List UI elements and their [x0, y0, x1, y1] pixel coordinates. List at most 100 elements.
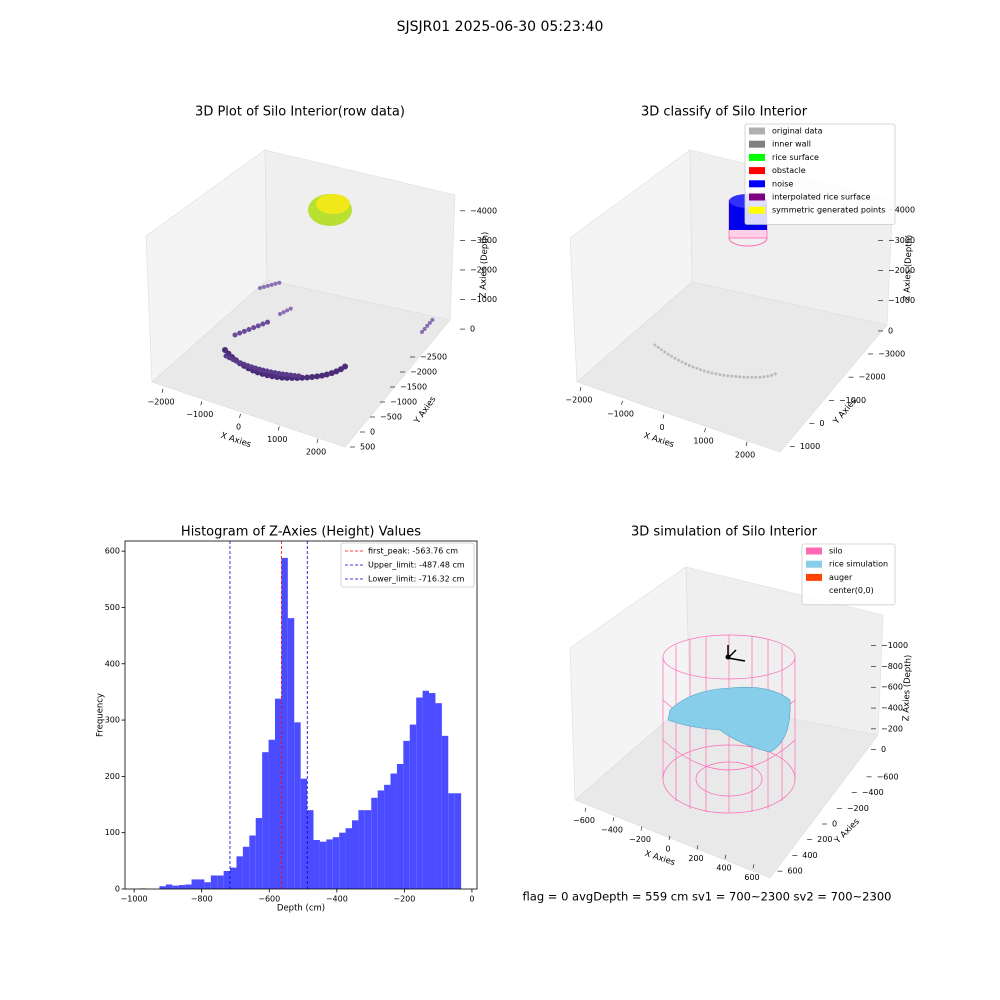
- x-tick-label: −2000: [565, 396, 592, 405]
- z-tick-label: −200: [881, 724, 903, 733]
- histogram-bar: [396, 763, 404, 889]
- y-tick-label: 400: [802, 851, 817, 860]
- tick-mark: [200, 401, 203, 406]
- legend-swatch: [749, 153, 765, 161]
- legend-swatch: [749, 180, 765, 188]
- histogram-bar: [371, 797, 378, 889]
- histogram-bar: [441, 735, 449, 889]
- legend-label: center(0,0): [829, 586, 874, 595]
- y-tick-label: −2500: [420, 353, 447, 362]
- y-tick-label: 0: [370, 428, 375, 437]
- histogram-bar: [358, 810, 365, 889]
- y-tick-label: 600: [105, 547, 120, 556]
- y-tick-label: 400: [105, 659, 120, 668]
- histogram-bar: [178, 885, 186, 889]
- x-axis-label: Depth (cm): [277, 904, 325, 914]
- z-tick-label: −2000: [888, 266, 915, 275]
- x-tick-label: −1000: [607, 409, 634, 418]
- histogram-bar: [217, 875, 224, 889]
- x-tick-label: −1000: [121, 895, 148, 904]
- legend-label: silo: [829, 547, 843, 556]
- histogram-bar: [159, 886, 166, 889]
- z-tick-label: −4000: [888, 206, 915, 215]
- histogram-bar: [172, 885, 179, 889]
- z-tick-label: 0: [888, 326, 893, 335]
- tick-mark: [239, 413, 241, 418]
- x-tick-label: 600: [744, 873, 759, 882]
- legend-label: auger: [829, 573, 853, 582]
- histogram-bar: [384, 784, 391, 889]
- histogram-bar: [454, 793, 462, 889]
- y-tick-label: −600: [877, 772, 899, 781]
- histogram-bar: [307, 810, 314, 889]
- z-tick-label: −600: [881, 683, 903, 692]
- histogram-bar: [230, 867, 237, 889]
- y-tick-label: 600: [787, 867, 802, 876]
- y-tick-label: −200: [847, 804, 869, 813]
- rice-surface: [667, 686, 791, 753]
- histogram-bar: [319, 841, 327, 889]
- legend-swatch: [749, 193, 765, 201]
- x-tick-label: 2000: [735, 450, 755, 459]
- tick-mark: [316, 438, 319, 444]
- wall-points: [223, 353, 303, 379]
- tick-mark: [668, 835, 671, 841]
- y-tick-label: −1500: [400, 383, 427, 392]
- x-tick-label: 0: [236, 422, 241, 431]
- histogram-bar: [294, 722, 301, 889]
- histogram-bar: [165, 884, 173, 889]
- histogram-bar: [223, 870, 231, 889]
- legend-box: [801, 543, 896, 606]
- histogram-bar: [429, 693, 436, 889]
- tick-mark: [161, 388, 164, 393]
- legend-label: inner wall: [772, 140, 811, 149]
- tick-mark: [745, 441, 748, 446]
- surface-cloud: [316, 194, 350, 214]
- y-tick-label: −3000: [878, 349, 905, 358]
- histogram-bar: [268, 739, 275, 889]
- histogram-bar: [448, 793, 455, 889]
- x-tick-label: 200: [688, 854, 703, 863]
- y-tick-label: 500: [360, 443, 375, 452]
- z-tick-label: −3000: [888, 236, 915, 245]
- tick-mark: [696, 845, 699, 850]
- legend-label: first_peak: -563.76 cm: [368, 547, 458, 556]
- x-tick-label: 0: [665, 845, 670, 854]
- x-tick-label: −400: [326, 895, 348, 904]
- z-axis-label: Z Axies (Depth): [901, 655, 913, 722]
- legend-swatch: [749, 127, 765, 135]
- histogram-bar: [403, 740, 410, 889]
- center-point: [725, 654, 731, 660]
- x-tick-label: 1000: [267, 435, 287, 444]
- pane: [151, 279, 451, 448]
- x-tick-label: 2000: [306, 447, 326, 456]
- x-tick-label: 0: [659, 423, 664, 432]
- y-tick-label: 100: [105, 828, 120, 837]
- histogram-bar: [345, 828, 353, 889]
- pane: [574, 699, 879, 879]
- z-tick-label: 0: [470, 325, 475, 334]
- x-tick-label: −800: [191, 895, 213, 904]
- tick-mark: [662, 414, 665, 419]
- histogram-bar: [377, 790, 385, 889]
- legend-swatch: [749, 140, 765, 148]
- histogram-bar: [197, 879, 205, 889]
- x-tick-label: −200: [393, 895, 415, 904]
- subplot-title: 3D Plot of Silo Interior(row data): [195, 105, 405, 120]
- legend-box: [744, 123, 896, 225]
- tick-mark: [277, 426, 280, 431]
- y-tick-label: 200: [817, 835, 832, 844]
- legend-swatch: [806, 573, 822, 581]
- z-tick-label: −400: [881, 704, 903, 713]
- pane: [576, 281, 888, 453]
- x-tick-label: −2000: [147, 397, 174, 406]
- x-tick-label: −1000: [186, 410, 213, 419]
- figure-title: SJSJR01 2025-06-30 05:23:40: [397, 19, 604, 35]
- x-tick-label: −200: [629, 835, 651, 844]
- legend-swatch: [806, 547, 822, 555]
- histogram-bar: [287, 618, 295, 889]
- histogram-bar: [390, 773, 397, 889]
- legend-label: obstacle: [772, 166, 806, 175]
- subplot-title: 3D simulation of Silo Interior: [631, 525, 818, 540]
